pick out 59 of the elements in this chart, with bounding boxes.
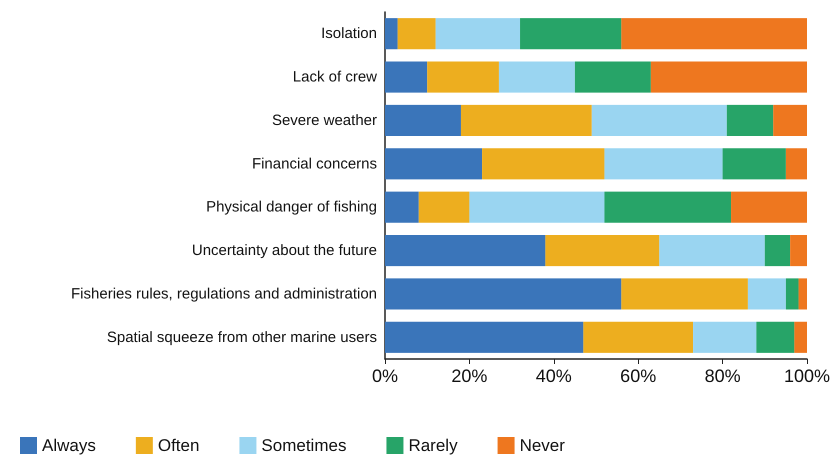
bar [385,61,428,93]
legend-label: Never [520,436,566,455]
x-tick-label: 80% [704,366,741,386]
bar [731,192,807,223]
legend-label: Often [158,436,200,455]
bar [604,148,723,180]
bar [398,18,436,50]
legend-label: Rarely [408,436,458,455]
bar [650,61,807,93]
bar [385,18,398,50]
x-tick-label: 60% [620,366,656,386]
bar [583,322,694,353]
bar [722,148,786,180]
bar [748,278,786,310]
y-tick-label: Isolation [321,25,377,42]
bar [385,192,419,223]
y-tick-label: Financial concerns [252,155,377,172]
bar [418,192,470,223]
bar [385,148,482,180]
bar [790,234,807,266]
bar [385,278,622,310]
x-tick-label: 100% [784,366,830,386]
bar [798,278,807,310]
y-tick-label: Severe weather [272,112,377,129]
bar [592,104,727,136]
bar [574,61,651,93]
bar [469,192,604,223]
bar [498,61,575,93]
y-tick-label: Uncertainty about the future [192,242,377,260]
y-tick-label: Spatial squeeze from other marine users [106,328,377,346]
y-tick-label: Lack of crew [292,68,378,86]
bar [786,278,799,310]
x-tick-label: 40% [536,366,572,386]
bar [520,18,622,50]
bar [545,234,660,266]
bar [482,148,604,180]
bar [756,322,794,353]
bar [794,322,807,353]
bar [427,61,499,93]
bar [659,234,765,266]
bar [604,192,732,223]
legend-label: Sometimes [261,436,346,455]
bar [773,104,807,136]
bar [621,18,807,50]
bar [385,322,584,353]
legend-label: Always [42,436,96,455]
y-tick-label: Fisheries rules, regulations and administration [71,285,377,302]
bar [460,104,592,136]
x-tick-label: 0% [372,366,398,386]
bar [436,18,520,50]
bar [726,104,774,136]
y-tick-label: Physical danger of fishing [206,198,377,216]
bar [693,322,756,353]
bar [786,148,807,180]
bar [621,278,748,310]
bar [764,234,790,266]
x-tick-label: 20% [451,366,488,386]
bar [385,104,461,136]
bar [385,234,546,266]
